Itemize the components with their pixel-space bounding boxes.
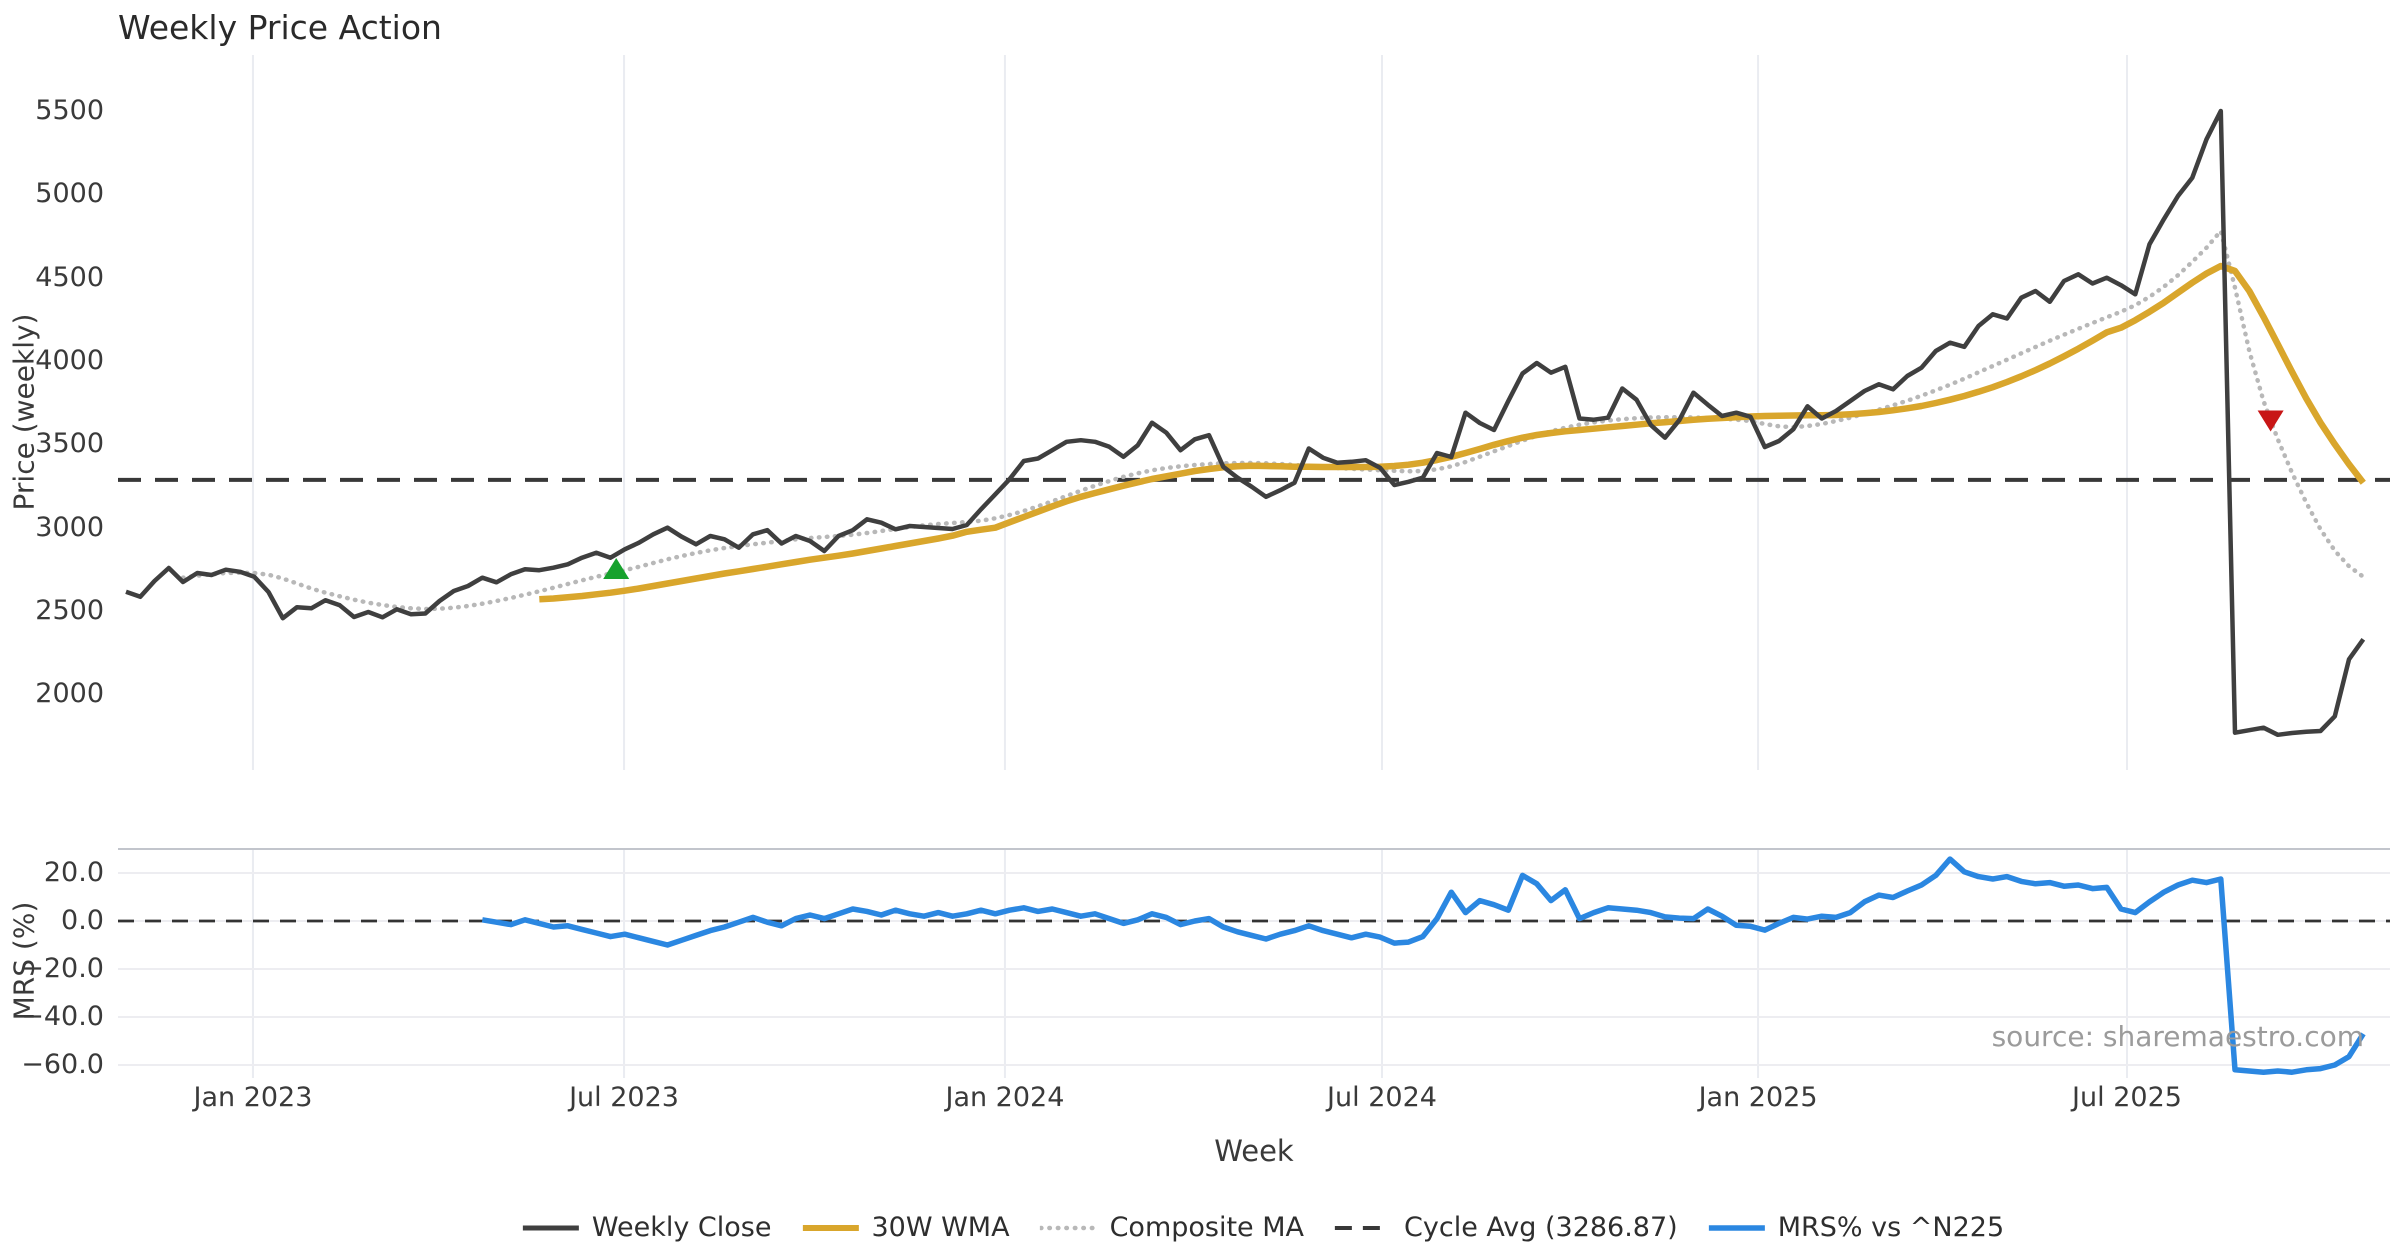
price-tick-2500: 2500 [35,595,104,626]
legend-swatch [522,1225,579,1230]
legend-label: Composite MA [1109,1212,1305,1243]
weekly-close-line [125,108,2366,738]
mrs-vs-n225-line [481,856,2366,1075]
x-tick-Jul-2023: Jul 2023 [569,1082,679,1113]
price-tick-5000: 5000 [35,178,104,210]
price-tick-4500: 4500 [35,261,104,293]
legend-label: 30W WMA [871,1212,1010,1243]
composite-ma-line [180,228,2366,612]
chart-title: Weekly Price Action [118,8,442,47]
legend-item-composite-ma: Composite MA [1039,1212,1305,1243]
price-tick-4000: 4000 [35,345,104,376]
mrs-tick-0: 0.0 [61,905,104,936]
mrs-tick--20: −20.0 [21,953,104,984]
price-tick-3000: 3000 [35,511,104,543]
mrs-tick-20: 20.0 [43,857,104,888]
buy-signal-marker [603,558,630,579]
legend-label: Cycle Avg (3286.87) [1404,1212,1678,1243]
legend-item-mrs-vs-n225: MRS% vs ^N225 [1708,1212,2004,1243]
x-tick-Jan-2025: Jan 2025 [1698,1082,1818,1113]
legend: Weekly Close 30W WMA Composite MA Cycle Avg… [522,1212,2004,1243]
source-watermark: source: sharemaestro.com [1991,1020,2364,1053]
x-axis-label: Week [1214,1134,1294,1168]
mrs-tick--60: −60.0 [21,1049,104,1080]
legend-label: MRS% vs ^N225 [1777,1212,2005,1243]
legend-swatch [1039,1225,1098,1230]
price-tick-2000: 2000 [35,678,104,710]
mrs-tick--40: −40.0 [21,1001,104,1032]
price-tick-3500: 3500 [35,428,104,460]
sell-signal-marker [2257,410,2284,432]
x-tick-Jan-2023: Jan 2023 [193,1082,313,1113]
x-tick-Jan-2024: Jan 2024 [945,1082,1065,1113]
legend-item-30w-wma: 30W WMA [801,1212,1010,1243]
x-tick-Jul-2025: Jul 2025 [2072,1082,2182,1113]
price-tick-5500: 5500 [35,95,104,126]
legend-swatch [802,1224,859,1231]
legend-label: Weekly Close [591,1212,772,1243]
30w-wma-line [539,262,2366,603]
legend-item-weekly-close: Weekly Close [522,1212,772,1243]
x-tick-Jul-2024: Jul 2024 [1327,1082,1437,1113]
legend-item-cycle-avg-3286-87-: Cycle Avg (3286.87) [1334,1212,1678,1243]
legend-swatch [1708,1224,1765,1231]
legend-swatch [1335,1225,1392,1230]
